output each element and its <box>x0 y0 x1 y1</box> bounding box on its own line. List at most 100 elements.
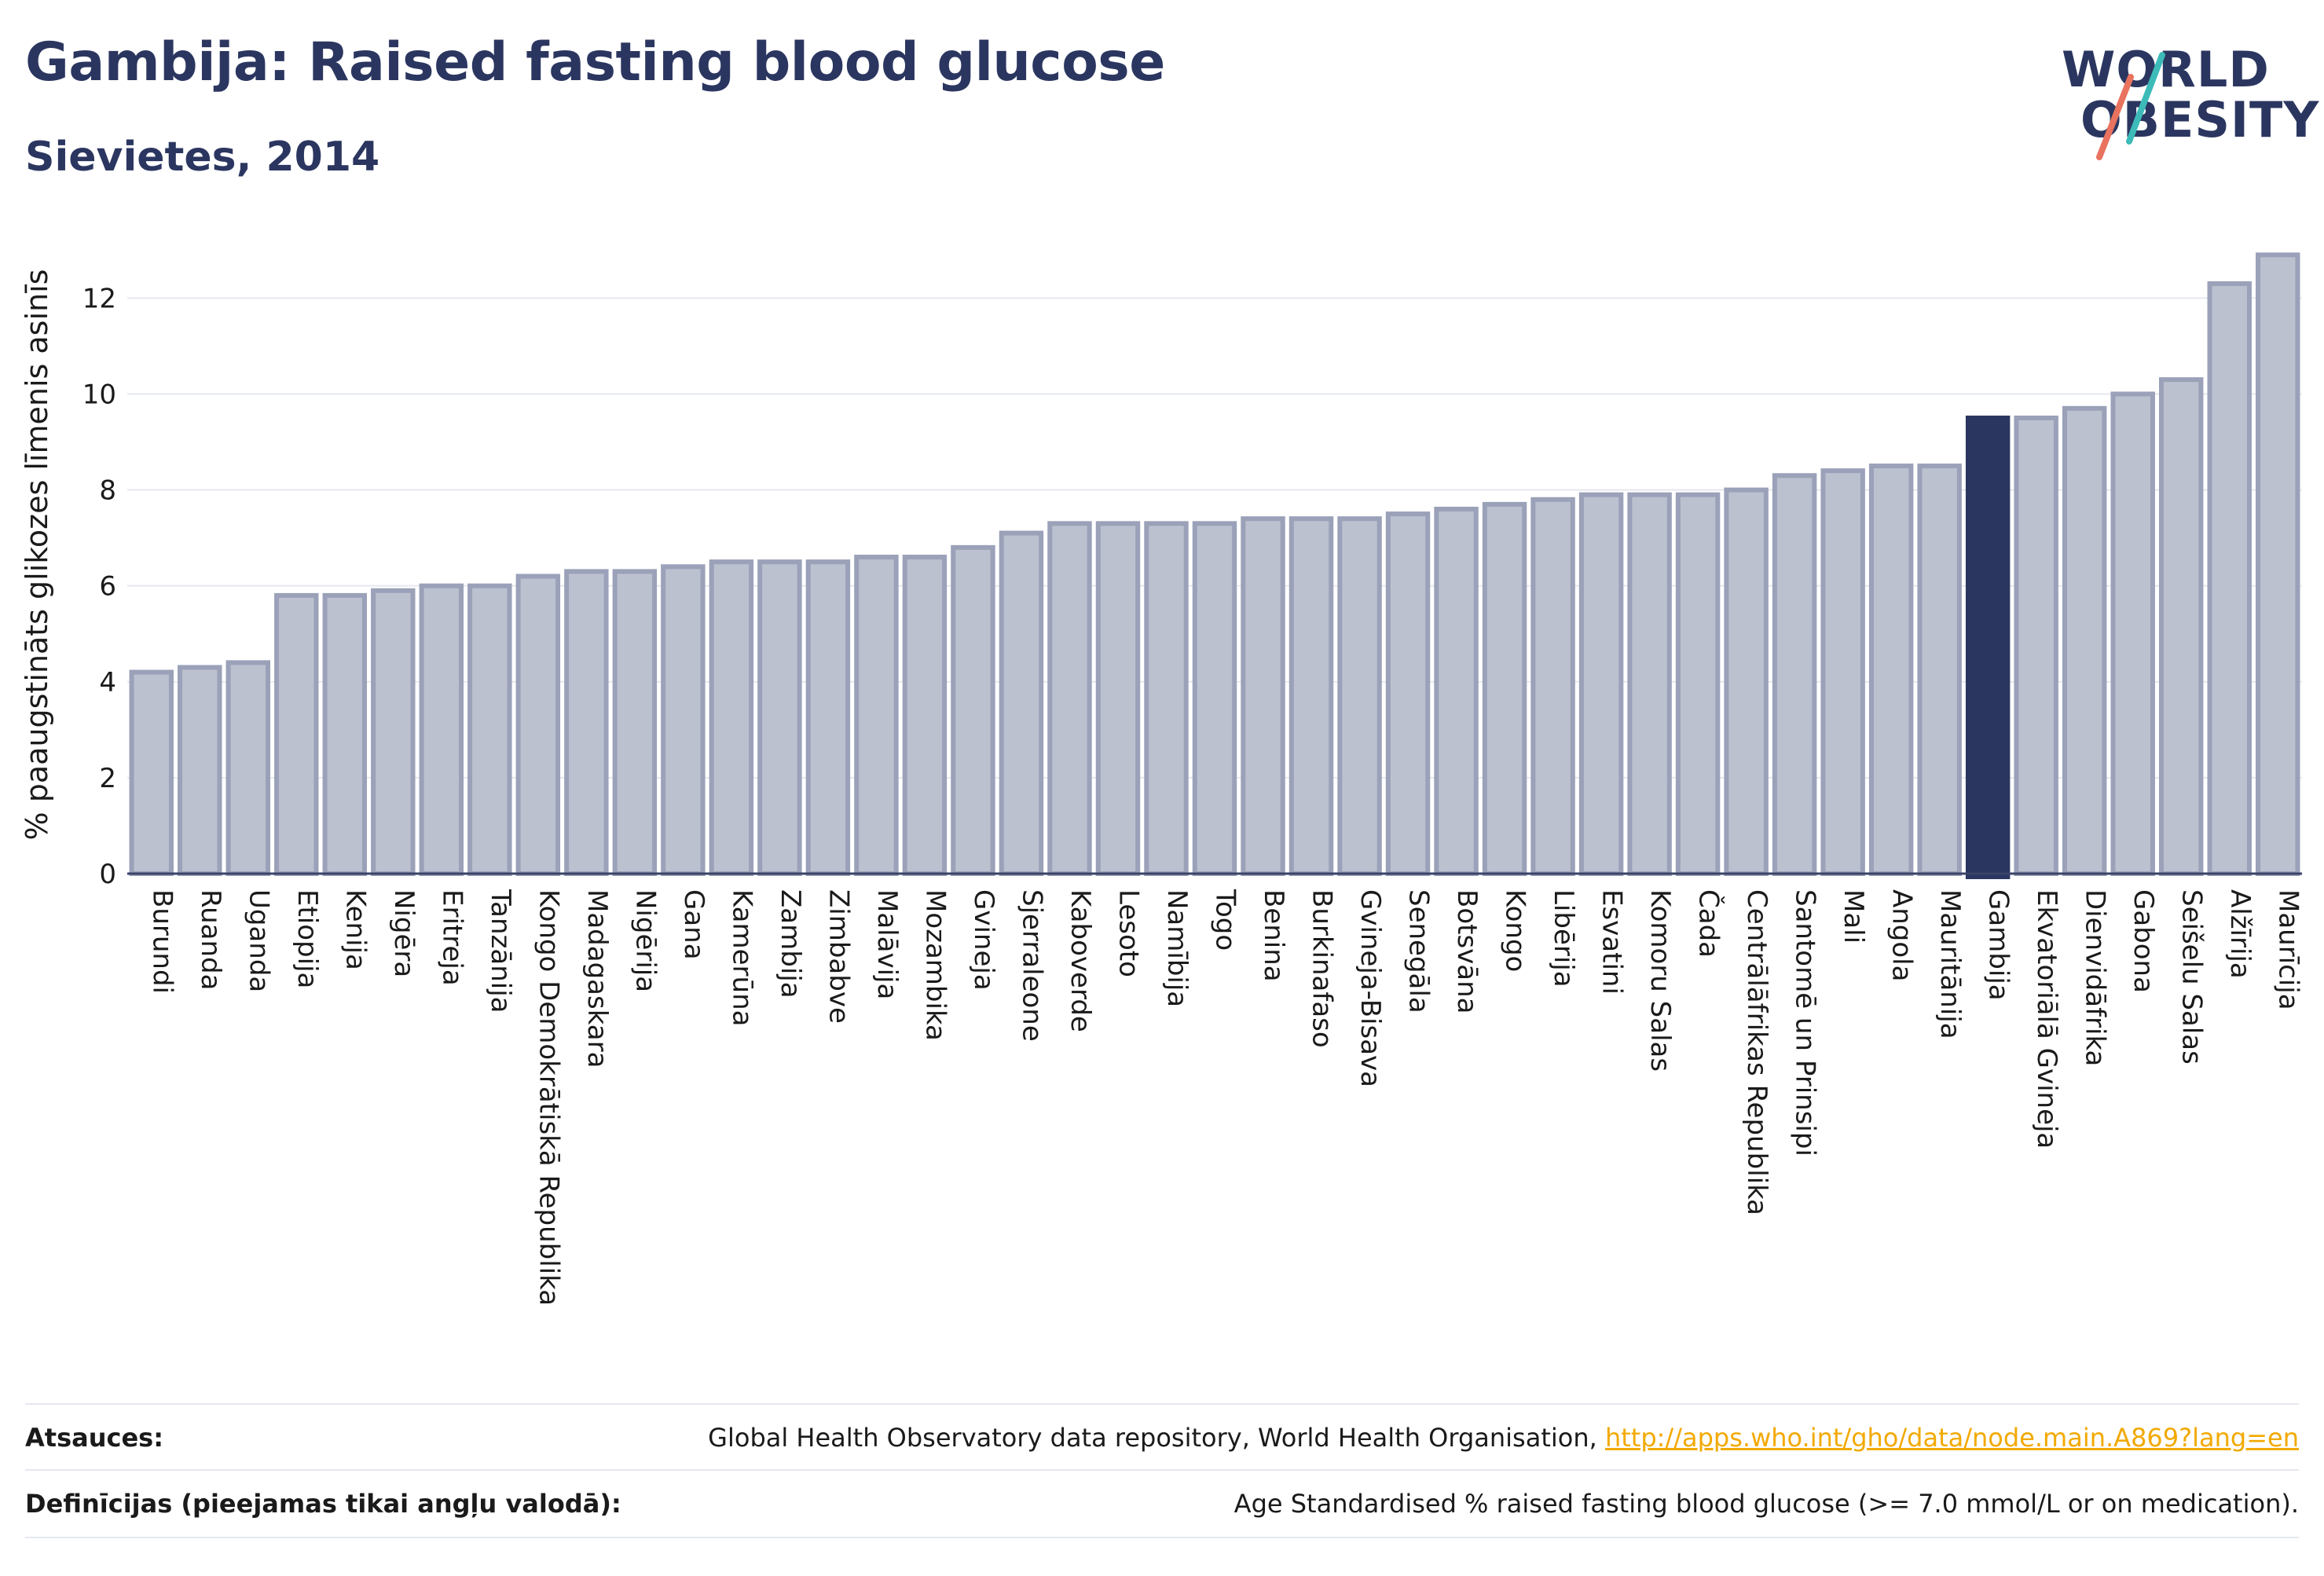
bar <box>1385 511 1431 876</box>
bars <box>127 252 2302 879</box>
x-tick-label: Gambija <box>1983 889 2014 1001</box>
x-tick-label: Etiopija <box>291 889 323 988</box>
x-tick-label: Gabona <box>2128 889 2159 993</box>
x-tick-label: Ruanda <box>195 889 226 990</box>
x-tick-label: Mozambika <box>919 889 951 1041</box>
bar <box>612 569 658 876</box>
y-axis-label: % paaugstināts glikozes līmenis asinīs <box>20 269 54 841</box>
bar <box>1095 521 1141 876</box>
bar <box>1047 521 1092 876</box>
bar <box>1337 516 1382 876</box>
x-tick-label: Gvineja <box>968 889 999 991</box>
x-tick-label: Čada <box>1693 889 1725 958</box>
bar <box>1627 492 1672 876</box>
x-tick-label: Kongo Demokrātiskā Republika <box>533 889 564 1306</box>
x-tick-label: Kaboverde <box>1065 889 1096 1032</box>
x-tick-label: Zimbabve <box>823 889 854 1024</box>
bar <box>322 592 368 876</box>
bar <box>805 559 851 876</box>
x-tick-label: Tanzānija <box>485 889 516 1013</box>
bar <box>274 592 319 876</box>
bar-chart: 0 2 4 6 8 10 12 Burundi Ruanda Uganda Etiopija Ken… <box>20 252 2304 1306</box>
x-axis-labels: Burundi Ruanda Uganda Etiopija Kenija Nigēra E… <box>146 889 2304 1306</box>
bar <box>999 530 1044 876</box>
bar <box>2159 377 2204 876</box>
x-tick-label: Burkinafaso <box>1307 889 1338 1048</box>
bar <box>2207 281 2252 877</box>
x-tick-label: Eritreja <box>436 889 467 986</box>
x-tick-label: Maurīcija <box>2273 889 2304 1010</box>
x-tick-label: Sjerraleone <box>1016 889 1047 1042</box>
bar <box>2062 405 2107 876</box>
y-tick-label: 4 <box>99 667 116 698</box>
bar <box>1434 507 1479 876</box>
y-tick-label: 2 <box>99 763 116 794</box>
bar <box>178 665 222 876</box>
x-tick-label: Kamerūna <box>726 889 757 1026</box>
x-tick-label: Namībija <box>1161 889 1193 1007</box>
x-tick-label: Togo <box>1210 889 1241 951</box>
x-tick-label: Santomē un Prinsipi <box>1790 889 1821 1156</box>
sources-link[interactable]: http://apps.who.int/gho/data/node.main.A… <box>1604 1423 2299 1453</box>
x-tick-label: Mali <box>1838 889 1869 944</box>
definitions-label: Definīcijas (pieejamas tikai angļu valod… <box>25 1489 621 1519</box>
x-tick-label: Komoru Salas <box>1644 889 1676 1072</box>
x-tick-label: Alžīrija <box>2224 889 2256 979</box>
sources-label: Atsauces: <box>25 1423 163 1453</box>
y-tick-label: 0 <box>99 859 116 890</box>
bar <box>564 569 609 876</box>
bar <box>225 660 270 876</box>
logo-text-line1: WORLD <box>2062 41 2270 98</box>
definitions-text: Age Standardised % raised fasting blood … <box>1233 1489 2299 1519</box>
bar <box>1724 487 1769 876</box>
y-tick-label: 8 <box>99 475 116 507</box>
bar <box>371 588 416 876</box>
x-tick-label: Senegāla <box>1403 889 1435 1013</box>
bar <box>709 559 754 876</box>
bar <box>1482 501 1527 876</box>
bar <box>1530 497 1575 876</box>
x-tick-label: Mauritānija <box>1934 889 1966 1039</box>
x-tick-label: Lesoto <box>1113 889 1144 977</box>
bar <box>757 559 802 876</box>
bar <box>1917 464 1962 877</box>
bar <box>1868 464 1914 877</box>
x-tick-label: Benina <box>1258 889 1289 982</box>
x-tick-label: Esvatini <box>1596 889 1628 995</box>
x-tick-label: Centrālāfrikas Republika <box>1741 889 1772 1215</box>
bar <box>854 555 899 876</box>
x-tick-label: Malāvija <box>871 889 903 999</box>
y-tick-label: 10 <box>82 379 116 410</box>
sources-value: Global Health Observatory data repositor… <box>708 1423 2299 1453</box>
x-tick-label: Madagaskara <box>581 889 613 1068</box>
chart-title: Gambija: Raised fasting blood glucose <box>25 31 1165 93</box>
x-tick-label: Botsvāna <box>1451 889 1483 1014</box>
x-tick-label: Libērija <box>1548 889 1579 988</box>
logo-slash-icon <box>2096 52 2165 160</box>
bar <box>1241 516 1285 876</box>
bar <box>419 583 464 876</box>
bar <box>951 544 995 876</box>
bar <box>1675 492 1721 876</box>
bar <box>515 574 561 876</box>
bar <box>1772 473 1817 876</box>
x-tick-label: Angola <box>1886 889 1918 981</box>
bar <box>129 669 174 876</box>
x-tick-label: Kenija <box>339 889 371 970</box>
x-tick-label: Gvineja-Bisava <box>1354 889 1386 1087</box>
definitions-row: Definīcijas (pieejamas tikai angļu valod… <box>25 1469 2299 1538</box>
sources-row: Atsauces: Global Health Observatory data… <box>25 1403 2299 1471</box>
x-tick-label: Ekvatoriālā Gvineja <box>2031 889 2062 1149</box>
y-tick-label: 12 <box>82 283 116 314</box>
x-tick-label: Nigēra <box>388 889 420 977</box>
y-axis-ticks: 0 2 4 6 8 10 12 <box>82 283 116 890</box>
bar-highlighted <box>1965 416 2011 879</box>
bar <box>661 564 706 876</box>
x-tick-label: Burundi <box>146 889 178 994</box>
x-tick-label: Seišelu Salas <box>2176 889 2208 1065</box>
bar <box>1820 468 1865 876</box>
bar <box>1144 521 1189 876</box>
sources-text: Global Health Observatory data repositor… <box>708 1423 1605 1453</box>
bar <box>1192 521 1237 876</box>
bar <box>1578 492 1624 876</box>
